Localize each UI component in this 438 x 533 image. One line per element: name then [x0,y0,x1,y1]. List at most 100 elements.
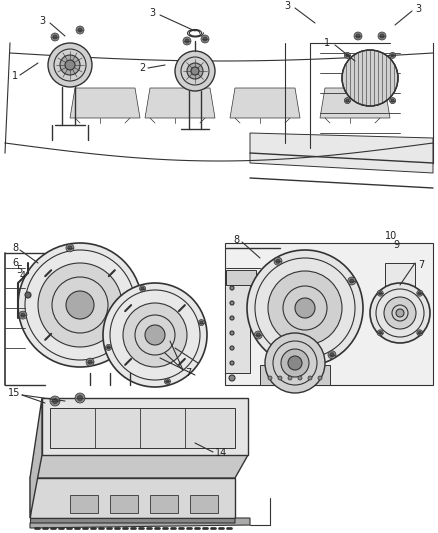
Circle shape [65,60,75,70]
Text: 7: 7 [418,260,424,270]
Circle shape [417,290,423,296]
Circle shape [230,301,234,305]
Circle shape [378,32,386,40]
Circle shape [229,375,235,381]
Circle shape [201,35,209,43]
Circle shape [346,54,349,57]
Circle shape [230,331,234,335]
Circle shape [106,344,112,350]
Circle shape [288,376,292,380]
Text: 3: 3 [415,4,421,14]
Polygon shape [30,518,250,528]
Text: 3: 3 [39,16,45,26]
Text: 1: 1 [324,38,330,48]
Polygon shape [250,133,433,173]
Bar [260,365,330,385]
Circle shape [164,378,170,384]
Text: 1: 1 [12,71,18,81]
Circle shape [50,396,60,406]
Text: 3: 3 [149,8,155,18]
Circle shape [276,259,280,263]
Text: 9: 9 [393,240,399,250]
Polygon shape [230,88,300,118]
Circle shape [344,98,350,103]
Polygon shape [320,88,390,118]
Circle shape [328,351,336,359]
Text: 8: 8 [233,235,239,245]
Circle shape [135,293,139,297]
Circle shape [417,330,423,336]
Circle shape [191,67,199,75]
Polygon shape [42,398,248,455]
Circle shape [256,333,260,337]
Polygon shape [30,518,235,523]
Circle shape [380,34,384,38]
Text: 10: 10 [385,231,397,241]
Polygon shape [30,478,235,518]
Circle shape [396,309,404,317]
Circle shape [25,292,31,298]
Circle shape [391,54,394,57]
Circle shape [53,399,57,403]
Polygon shape [30,398,42,518]
Circle shape [19,311,27,319]
Circle shape [185,39,189,43]
Circle shape [344,52,350,59]
Circle shape [76,26,84,34]
Circle shape [318,376,322,380]
Text: 14: 14 [215,448,227,458]
Polygon shape [145,88,215,118]
Bar [50,408,235,448]
Bar [385,263,415,313]
Polygon shape [225,243,433,385]
Bar [110,495,138,513]
Circle shape [348,277,356,285]
Circle shape [60,55,80,75]
Text: 2: 2 [139,63,145,73]
Circle shape [230,346,234,350]
Circle shape [350,279,354,283]
Circle shape [21,313,25,317]
Circle shape [78,395,82,400]
Circle shape [278,376,282,380]
Circle shape [268,376,272,380]
Circle shape [66,244,74,252]
Circle shape [298,376,302,380]
Circle shape [295,298,315,318]
Circle shape [390,52,396,59]
Circle shape [288,356,302,370]
Circle shape [377,290,383,296]
Bar [225,273,250,373]
Circle shape [247,250,363,366]
Circle shape [274,257,282,265]
Text: 3: 3 [284,1,290,11]
Circle shape [390,98,396,103]
Circle shape [68,246,72,250]
Circle shape [342,50,398,106]
Circle shape [370,283,430,343]
Circle shape [53,35,57,39]
Circle shape [377,330,383,336]
Circle shape [183,37,191,45]
Circle shape [200,321,203,324]
Circle shape [268,271,342,345]
Circle shape [86,358,94,366]
Circle shape [103,283,207,387]
Circle shape [18,243,142,367]
Polygon shape [30,455,248,478]
Circle shape [384,297,416,329]
Circle shape [254,331,262,339]
Bar [190,495,218,513]
Circle shape [354,32,362,40]
Circle shape [145,325,165,345]
Text: 7: 7 [185,368,191,378]
Circle shape [51,33,59,41]
Text: 4: 4 [20,271,26,281]
Circle shape [308,376,312,380]
Bar [22,300,34,308]
Circle shape [48,43,92,87]
Circle shape [166,380,169,383]
Text: 6: 6 [12,258,18,268]
Text: 15: 15 [7,388,20,398]
Circle shape [133,291,141,299]
